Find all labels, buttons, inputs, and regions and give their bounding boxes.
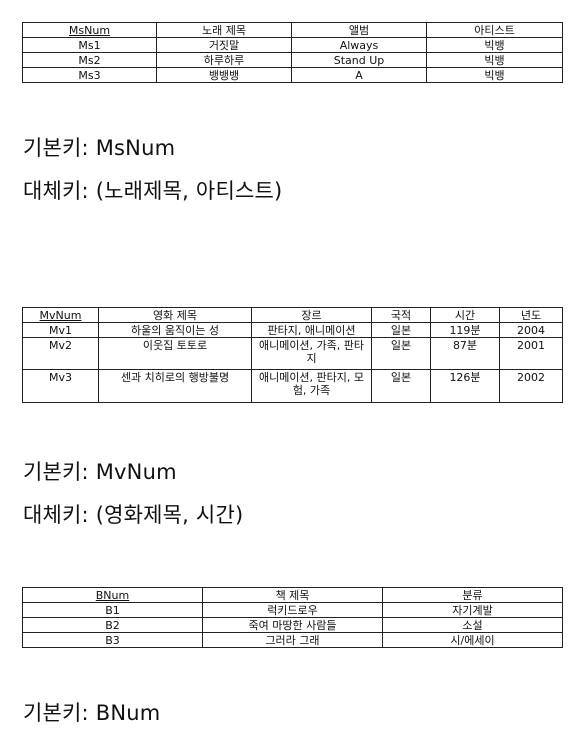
table-cell: 뱅뱅뱅 [156, 67, 292, 83]
movie-candidate-key: 대체키: (영화제목, 시간) [23, 503, 244, 527]
column-header-runtime: 시간 [430, 307, 500, 323]
table-cell: 2004 [499, 322, 563, 338]
table-cell: 거짓말 [156, 37, 292, 53]
table-cell: 빅뱅 [426, 37, 563, 53]
music-table: MsNum 노래 제목 앨범 아티스트 Ms1 거짓말 Always 빅뱅 Ms… [22, 22, 563, 83]
table-cell: Mv2 [22, 337, 99, 370]
column-header-mvnum: MvNum [22, 307, 99, 323]
column-header-genre: 장르 [251, 307, 372, 323]
table-header-row: MvNum 영화 제목 장르 국적 시간 년도 [22, 307, 563, 323]
table-row: B1 럭키드로우 자기계발 [22, 602, 563, 618]
table-cell: 애니메이션, 가족, 판타지 [251, 337, 372, 370]
table-cell: 럭키드로우 [202, 602, 383, 618]
column-header-msnum: MsNum [22, 22, 157, 38]
table-cell: 일본 [371, 322, 431, 338]
table-cell: 하루하루 [156, 52, 292, 68]
table-cell: 자기계발 [382, 602, 563, 618]
table-cell: Ms2 [22, 52, 157, 68]
column-header-book-title: 책 제목 [202, 587, 383, 603]
table-cell: 87분 [430, 337, 500, 370]
column-header-movie-title: 영화 제목 [98, 307, 252, 323]
table-cell: 죽여 마땅한 사람들 [202, 617, 383, 633]
table-cell: B1 [22, 602, 203, 618]
table-cell: 119분 [430, 322, 500, 338]
table-cell: 2001 [499, 337, 563, 370]
column-header-album: 앨범 [291, 22, 427, 38]
table-cell: 애니메이션, 판타지, 모험, 가족 [251, 369, 372, 403]
table-cell: 빅뱅 [426, 67, 563, 83]
column-header-nationality: 국적 [371, 307, 431, 323]
table-cell: 2002 [499, 369, 563, 403]
table-cell: 시/에세이 [382, 632, 563, 648]
table-row: Mv2 이웃집 토토로 애니메이션, 가족, 판타지 일본 87분 2001 [22, 337, 563, 370]
table-cell: 일본 [371, 369, 431, 403]
music-primary-key: 기본키: MsNum [23, 136, 176, 160]
book-table: BNum 책 제목 분류 B1 럭키드로우 자기계발 B2 죽여 마땅한 사람들… [22, 587, 563, 648]
table-cell: B2 [22, 617, 203, 633]
column-header-category: 분류 [382, 587, 563, 603]
table-row: Ms1 거짓말 Always 빅뱅 [22, 37, 563, 53]
table-row: Mv1 하울의 움직이는 성 판타지, 애니메이션 일본 119분 2004 [22, 322, 563, 338]
table-cell: 일본 [371, 337, 431, 370]
table-cell: B3 [22, 632, 203, 648]
table-cell: 빅뱅 [426, 52, 563, 68]
table-cell: 하울의 움직이는 성 [98, 322, 252, 338]
table-cell: A [291, 67, 427, 83]
table-cell: Mv1 [22, 322, 99, 338]
table-cell: Ms1 [22, 37, 157, 53]
table-row: B2 죽여 마땅한 사람들 소설 [22, 617, 563, 633]
table-cell: 그러라 그래 [202, 632, 383, 648]
column-header-song-title: 노래 제목 [156, 22, 292, 38]
table-cell: Stand Up [291, 52, 427, 68]
table-cell: 센과 치히로의 행방불명 [98, 369, 252, 403]
movie-primary-key: 기본키: MvNum [23, 460, 177, 484]
table-cell: 이웃집 토토로 [98, 337, 252, 370]
table-row: Mv3 센과 치히로의 행방불명 애니메이션, 판타지, 모험, 가족 일본 1… [22, 369, 563, 403]
table-header-row: MsNum 노래 제목 앨범 아티스트 [22, 22, 563, 38]
music-candidate-key: 대체키: (노래제목, 아티스트) [23, 179, 283, 203]
table-cell: Mv3 [22, 369, 99, 403]
table-row: Ms3 뱅뱅뱅 A 빅뱅 [22, 67, 563, 83]
movie-table: MvNum 영화 제목 장르 국적 시간 년도 Mv1 하울의 움직이는 성 판… [22, 307, 563, 403]
table-cell: 126분 [430, 369, 500, 403]
column-header-year: 년도 [499, 307, 563, 323]
column-header-artist: 아티스트 [426, 22, 563, 38]
book-primary-key: 기본키: BNum [23, 701, 161, 725]
table-row: B3 그러라 그래 시/에세이 [22, 632, 563, 648]
table-cell: Ms3 [22, 67, 157, 83]
table-cell: 소설 [382, 617, 563, 633]
table-cell: 판타지, 애니메이션 [251, 322, 372, 338]
table-row: Ms2 하루하루 Stand Up 빅뱅 [22, 52, 563, 68]
table-header-row: BNum 책 제목 분류 [22, 587, 563, 603]
column-header-bnum: BNum [22, 587, 203, 603]
table-cell: Always [291, 37, 427, 53]
